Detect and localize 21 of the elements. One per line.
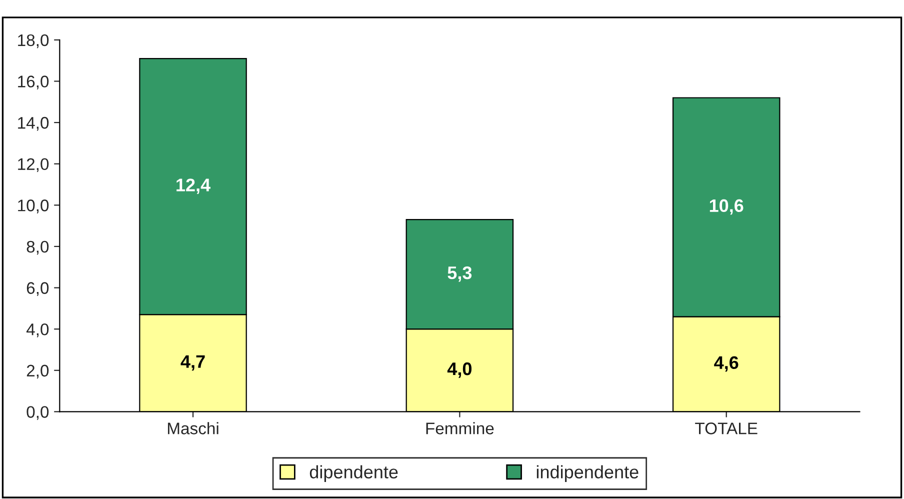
- y-tick-label: 10,0: [18, 200, 49, 214]
- data-label: 12,4: [176, 178, 210, 194]
- x-tick-label: Maschi: [168, 422, 218, 434]
- y-tick-label: 6,0: [26, 282, 49, 296]
- data-label: 5,3: [448, 266, 472, 282]
- y-tick-label: 0,0: [26, 406, 49, 420]
- x-tick-label: TOTALE: [695, 422, 758, 434]
- data-label: 4,6: [714, 356, 738, 372]
- data-label: 4,7: [180, 355, 205, 371]
- y-tick-label: 14,0: [18, 116, 49, 131]
- x-tick-label: Femmine: [426, 422, 494, 434]
- data-label: 10,6: [710, 199, 744, 215]
- data-label: 4,0: [447, 362, 472, 378]
- y-tick-label: 18,0: [18, 34, 49, 48]
- legend-label: indipendente: [536, 465, 638, 482]
- y-tick-label: 4,0: [26, 323, 49, 338]
- y-tick-label: 16,0: [18, 76, 49, 90]
- legend-label: dipendente: [310, 465, 398, 482]
- y-tick-label: 2,0: [26, 364, 49, 379]
- y-tick-label: 12,0: [18, 158, 49, 172]
- y-tick-label: 8,0: [26, 240, 49, 255]
